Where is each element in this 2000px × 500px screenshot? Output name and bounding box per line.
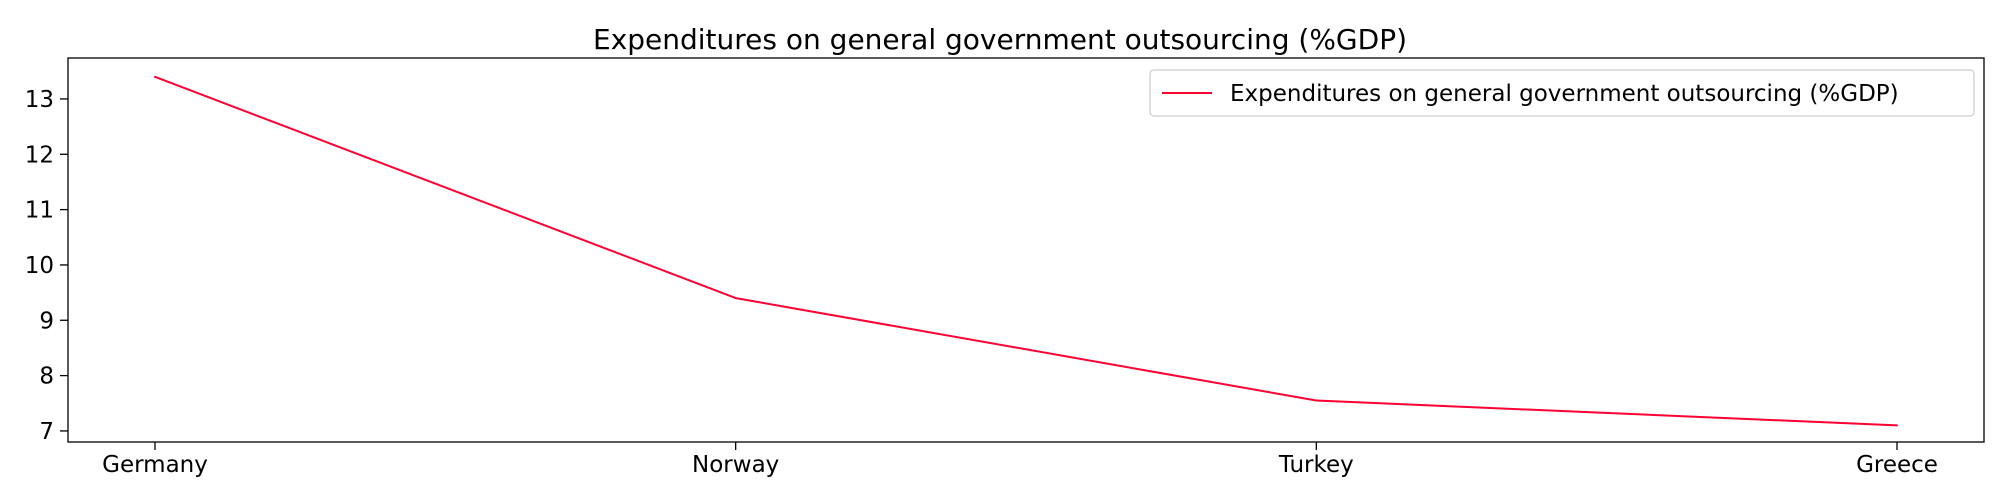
y-tick-label: 12	[25, 142, 54, 168]
x-tick-label: Turkey	[1278, 452, 1354, 478]
data-point	[1896, 424, 1898, 427]
data-point	[154, 75, 156, 78]
y-tick-label: 9	[39, 308, 54, 334]
legend-box	[1149, 69, 1975, 117]
y-tick-label: 8	[39, 364, 54, 390]
y-tick-label: 7	[39, 419, 54, 445]
legend: Expenditures on general government outso…	[1149, 69, 1975, 117]
y-axis: 7 8 9 10 11 12 13	[25, 87, 68, 445]
plot-frame	[67, 57, 1985, 443]
series-layer	[154, 75, 1898, 427]
data-point	[734, 297, 737, 300]
chart-title: Expenditures on general government outso…	[593, 23, 1407, 56]
y-tick-label: 10	[25, 253, 54, 279]
y-tick-label: 11	[25, 198, 54, 224]
x-tick-label: Greece	[1856, 452, 1938, 478]
data-point	[1315, 399, 1318, 402]
x-tick-label: Norway	[692, 452, 779, 478]
y-tick-label: 13	[25, 87, 54, 113]
series-line	[154, 75, 1898, 427]
x-tick-label: Germany	[102, 452, 208, 478]
x-axis: Germany Norway Turkey Greece	[102, 442, 1938, 478]
legend-label: Expenditures on general government outso…	[1230, 81, 1899, 107]
